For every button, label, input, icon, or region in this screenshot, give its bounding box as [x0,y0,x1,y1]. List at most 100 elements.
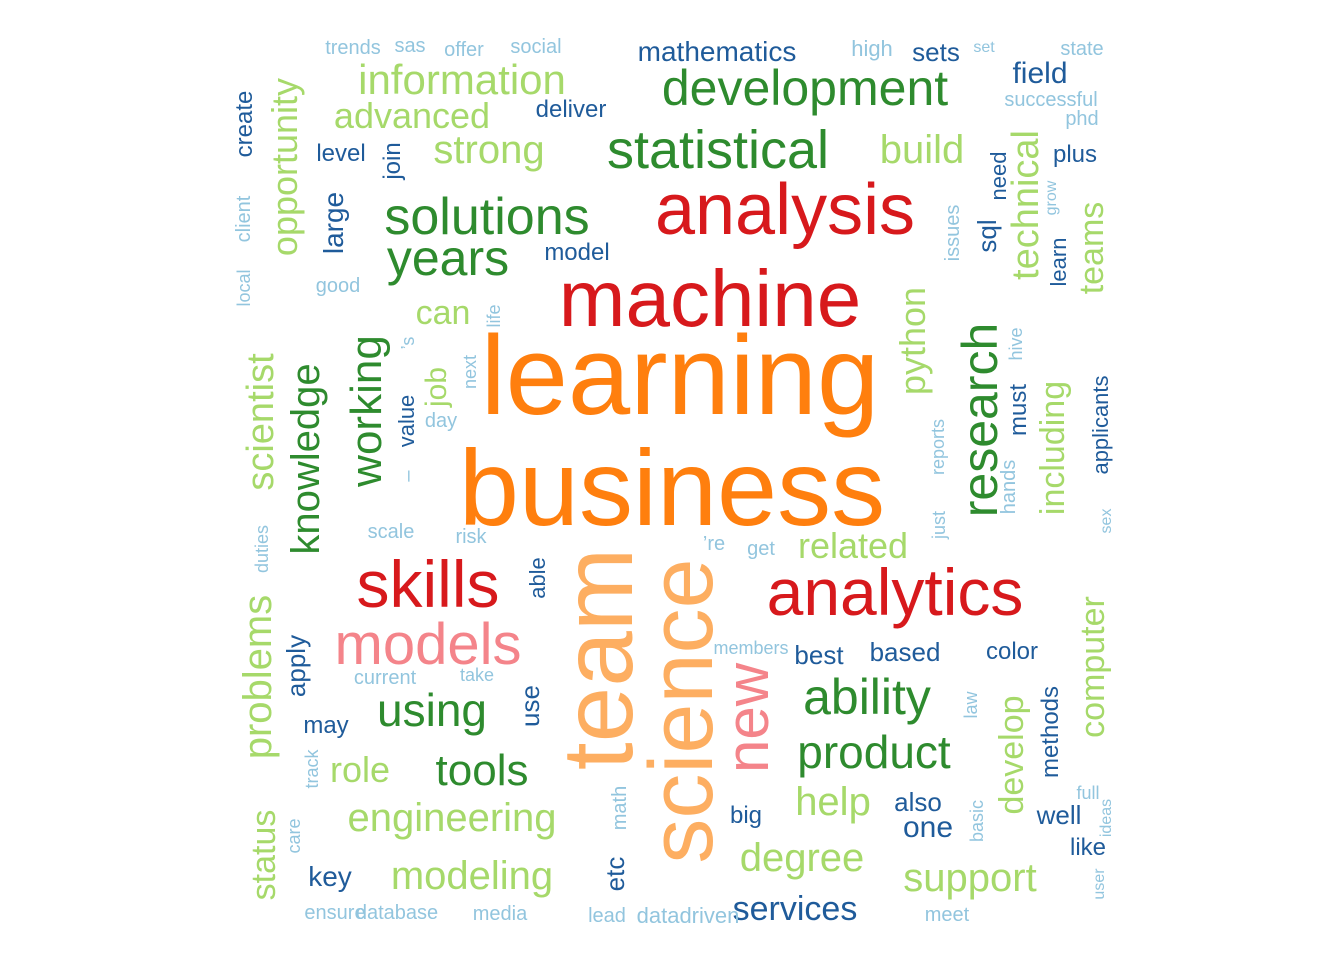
word-big: big [729,802,763,829]
word-skills: skills [356,547,500,621]
word-learning: learning [480,313,880,438]
word-state: state [1060,38,1104,60]
word-trends: trends [325,37,381,59]
word-user: user [1091,868,1108,900]
word-color: color [985,638,1039,665]
word-models: models [334,612,522,677]
word-full: full [1076,783,1100,803]
word-help: help [795,780,871,824]
word-care: care [284,818,304,854]
word-successful: successful [1004,89,1098,111]
word-can: can [415,294,471,332]
word-mathematics: mathematics [637,36,797,67]
word-ideas: ideas [1098,798,1115,838]
word-degree: degree [739,836,865,880]
word-teams: teams [1073,201,1111,295]
word-offer: offer [444,39,484,61]
word-symbol: – [397,470,419,482]
word-engineering: engineering [347,796,557,840]
word-ensure: ensure [304,902,366,924]
word-related: related [797,525,909,566]
word-local: local [234,269,254,307]
word-law: law [961,691,981,719]
word-like: like [1069,834,1107,861]
word-large: large [318,191,349,255]
word-math: math [609,785,631,831]
word-apply: apply [281,634,311,698]
word-applicants: applicants [1088,375,1113,475]
word-create: create [231,90,258,158]
word-database: database [355,902,439,924]
word-reports: reports [928,418,948,476]
word-working: working [342,335,391,487]
word-may: may [303,712,349,739]
word-get: get [747,538,775,560]
word-high: high [851,36,893,61]
word-key: key [308,861,352,892]
word-value: value [394,394,419,448]
word-development: development [661,60,949,116]
word-python: python [892,286,933,396]
word-sets: sets [912,37,960,67]
word-advanced: advanced [333,95,491,136]
word-methods: methods [1037,685,1064,779]
word-hive: hive [1006,327,1026,361]
word-able: able [525,557,550,599]
word-solutions: solutions [384,188,590,246]
word-status: status [245,809,283,901]
word-risk: risk [455,526,487,548]
word-best: best [794,640,844,670]
word-analysis: analysis [654,170,916,250]
word-duties: duties [252,524,272,574]
word-etc: etc [600,856,630,892]
word-new: new [714,662,781,774]
word-strong: strong [433,128,545,172]
word-one: one [902,811,954,844]
word-deliver: deliver [535,96,607,123]
word-datadriven: datadriven [636,903,740,928]
word-take: take [459,665,495,685]
word-ability: ability [803,669,931,725]
word-computer: computer [1074,596,1112,738]
word-model: model [544,239,610,266]
word-hands: hands [998,459,1020,515]
word-day: day [424,410,458,432]
word-media: media [472,903,528,925]
word-business: business [458,427,886,548]
word-client: client [233,195,255,243]
word-based: based [869,637,941,667]
word-set: set [973,39,995,56]
word-sex: sex [1098,508,1115,534]
word-members: members [713,638,789,658]
word-build: build [879,128,965,172]
word-must: must [1005,383,1032,437]
word-need: need [986,151,1011,201]
word-analytics: analytics [766,555,1024,629]
word-learn: learn [1046,237,1071,287]
word-role: role [329,749,391,790]
word-next: next [460,354,480,390]
word-knowledge: knowledge [284,363,328,555]
word-tools: tools [435,746,529,795]
word-services: services [732,890,858,928]
word-plus: plus [1052,141,1098,168]
word-use: use [515,685,545,727]
word-scientist: scientist [240,353,282,491]
word-job: job [420,366,453,408]
word-sas: sas [394,35,426,57]
word-information: information [358,56,566,103]
word-sql: sql [972,219,1002,253]
word-phd: phd [1065,108,1099,130]
word-support: support [903,856,1037,900]
word-good: good [315,275,361,297]
word-track: track [302,749,322,789]
word-machine: machine [558,254,862,343]
word-including: including [1034,380,1072,516]
word-issues: issues [942,204,964,262]
word-meet: meet [924,904,970,926]
word-s: ’s [398,336,418,350]
word-just: just [929,510,949,540]
word-level: level [316,140,366,167]
word-product: product [797,726,951,778]
word-join: join [379,142,406,180]
